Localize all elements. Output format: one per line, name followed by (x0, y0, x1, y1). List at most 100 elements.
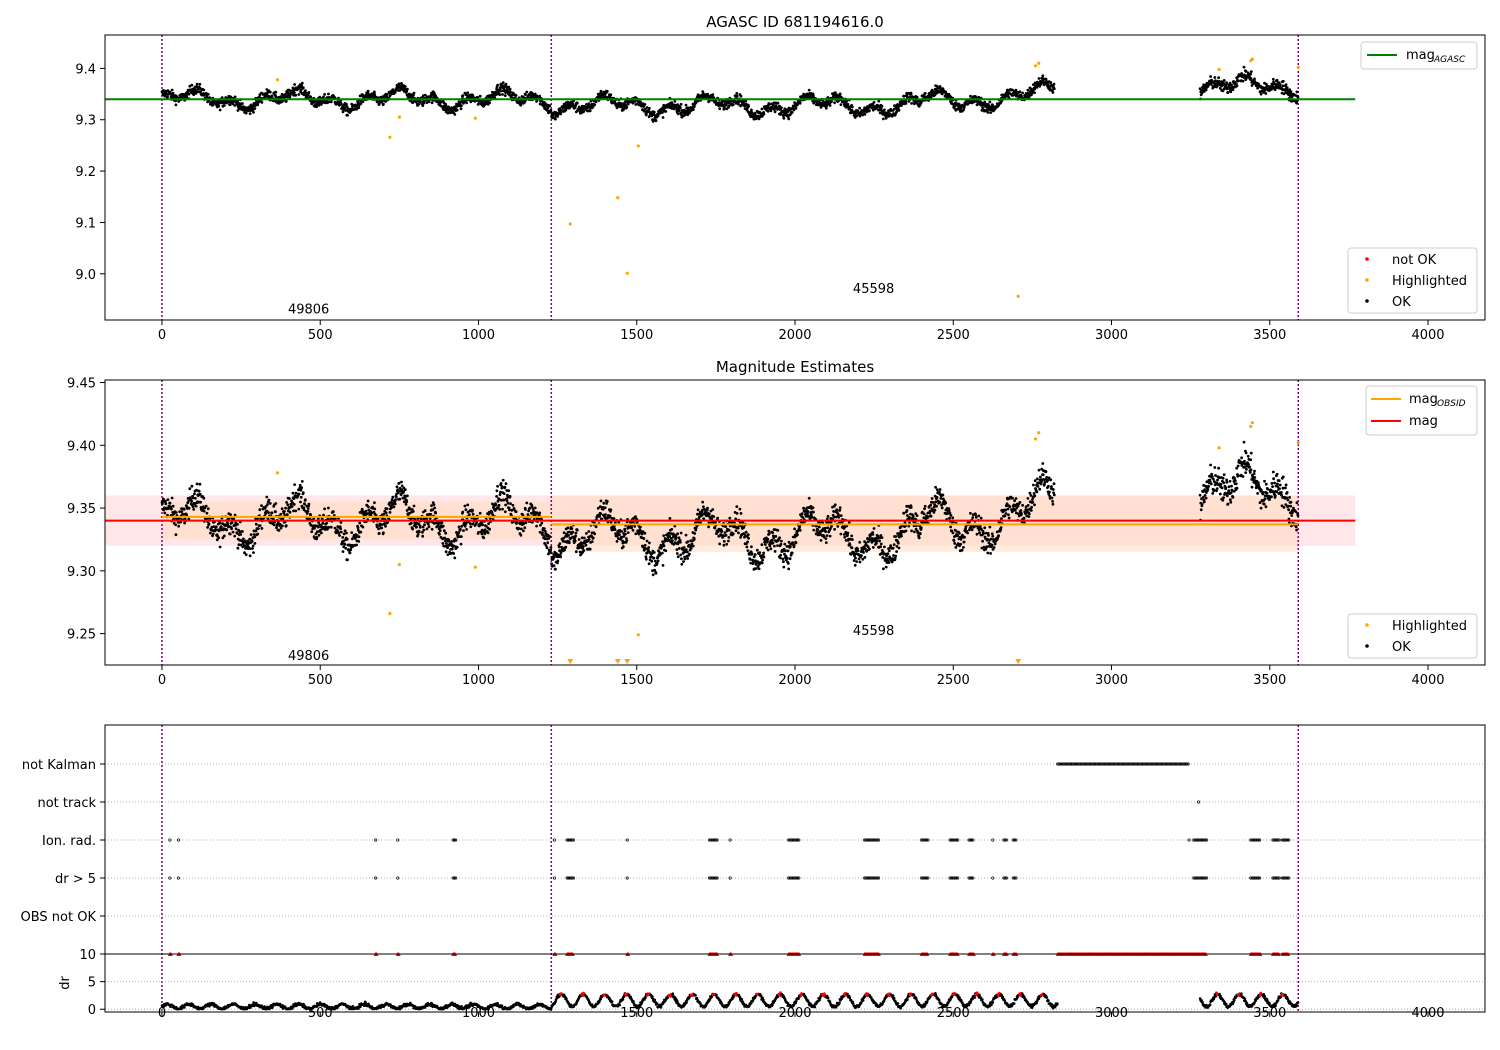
ok-point (364, 509, 368, 513)
ok-point (188, 487, 192, 491)
ok-point (206, 526, 210, 529)
ok-point (229, 513, 233, 517)
ok-point (187, 500, 190, 503)
ok-point (1224, 84, 1228, 88)
ok-point (202, 88, 206, 92)
ok-point (450, 540, 453, 543)
ok-point (545, 546, 549, 550)
ok-point (651, 573, 655, 577)
ok-point (1227, 83, 1231, 87)
ok-point (643, 103, 647, 106)
ok-point (575, 528, 579, 532)
ok-point (284, 506, 287, 510)
ok-point (839, 103, 843, 107)
ok-point (582, 549, 586, 552)
ok-point (320, 531, 323, 535)
ok-point (662, 544, 666, 548)
legend-status-label: OK (1392, 295, 1411, 310)
ok-point (294, 491, 298, 495)
ok-point (737, 531, 740, 535)
ok-point (459, 527, 462, 531)
ok-point (338, 534, 341, 537)
ok-point (430, 504, 433, 507)
ok-point (233, 513, 237, 517)
ok-point (519, 103, 523, 107)
ok-point (317, 521, 320, 524)
ok-point (590, 540, 594, 543)
ok-point (316, 525, 320, 529)
ok-point (574, 534, 577, 538)
ok-point (160, 502, 164, 505)
ok-point (696, 508, 700, 512)
ok-point (405, 500, 409, 504)
ok-point (395, 485, 399, 489)
ok-point (664, 549, 668, 553)
ok-point (317, 533, 321, 537)
ok-point (684, 533, 688, 537)
ok-point (367, 505, 370, 509)
ok-point (679, 540, 682, 544)
ok-point (315, 104, 319, 108)
ok-point (288, 497, 291, 500)
ok-point (711, 93, 715, 96)
ok-point (915, 95, 919, 99)
ok-point (807, 88, 811, 92)
ok-point (192, 508, 196, 511)
ok-point (508, 508, 511, 512)
ok-point (307, 91, 311, 94)
ok-point (501, 507, 504, 511)
ok-point (679, 102, 683, 106)
ok-point (1225, 82, 1229, 85)
ok-point (782, 565, 786, 569)
ok-point (174, 511, 178, 514)
ok-point (656, 114, 660, 118)
ok-point (837, 515, 841, 519)
ok-point (919, 100, 923, 104)
highlighted-point (1217, 67, 1221, 72)
ok-point (760, 107, 764, 111)
ok-point (853, 563, 857, 567)
ok-point (461, 94, 465, 98)
ok-point (197, 489, 201, 493)
ok-point (162, 508, 166, 512)
ok-point (1217, 80, 1221, 83)
ok-point (452, 544, 455, 548)
ok-point (570, 527, 574, 531)
legend-status-marker (1365, 299, 1369, 303)
ok-point (1275, 78, 1279, 82)
ok-point (850, 534, 854, 538)
ok-point (243, 544, 247, 547)
ok-point (294, 93, 298, 97)
ok-point (434, 511, 437, 515)
ok-point (602, 501, 606, 505)
ok-point (253, 542, 257, 545)
ok-point (505, 499, 509, 502)
ok-point (542, 534, 546, 538)
ok-point (833, 101, 836, 105)
ok-point (686, 557, 690, 560)
ok-point (543, 537, 547, 541)
ok-point (1295, 101, 1298, 105)
ok-point (538, 102, 542, 106)
ok-point (773, 101, 777, 105)
ok-point (883, 108, 886, 112)
ok-point (773, 108, 776, 111)
ok-point (242, 537, 245, 541)
ok-point (549, 546, 553, 549)
ok-point (218, 521, 222, 525)
ok-point (327, 526, 331, 529)
ok-point (504, 503, 507, 507)
ok-point (393, 500, 397, 504)
ok-point (778, 556, 782, 560)
ok-point (508, 87, 512, 91)
ok-point (722, 106, 726, 110)
ok-point (193, 492, 196, 496)
ok-point (496, 484, 499, 488)
ok-point (1249, 72, 1252, 76)
ok-point (267, 511, 270, 515)
ok-point (343, 542, 347, 546)
ok-point (465, 528, 468, 531)
ok-point (609, 508, 613, 512)
ok-point (588, 547, 592, 551)
